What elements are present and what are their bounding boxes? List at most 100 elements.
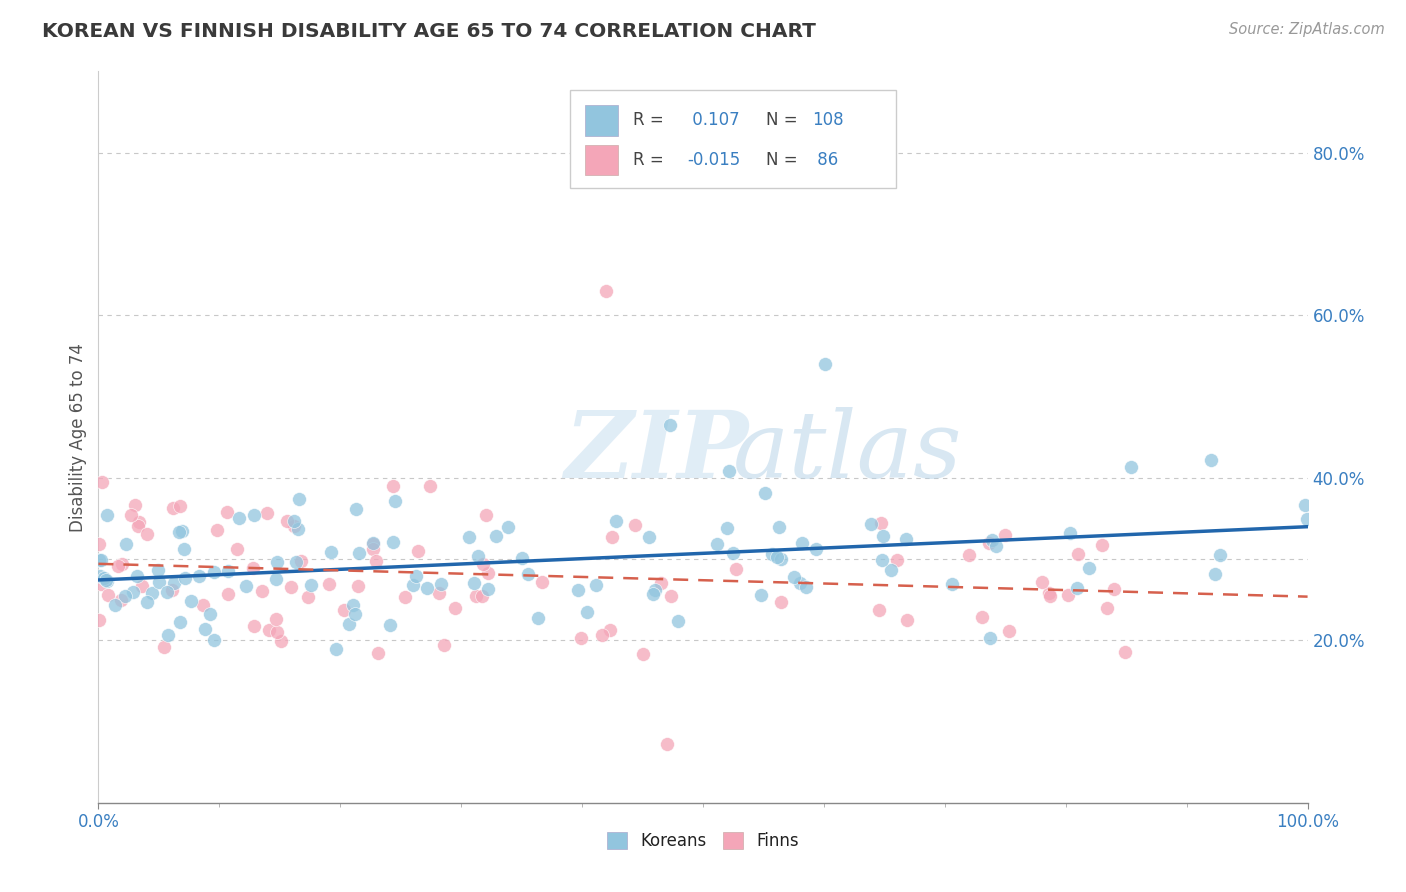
Point [96, 508, 118, 522]
Point [363, 537, 385, 551]
Point [243, 508, 266, 523]
Point [419, 478, 441, 492]
Point [723, 545, 745, 559]
Point [235, 579, 257, 593]
Point [644, 582, 666, 597]
Point [170, 524, 193, 538]
Point [344, 502, 367, 516]
Point [896, 532, 918, 546]
Point [290, 554, 312, 568]
Point [266, 624, 288, 639]
Point [87, 613, 110, 627]
Point [970, 610, 993, 624]
Point [187, 569, 209, 583]
Point [768, 519, 790, 533]
Point [299, 578, 322, 592]
Point [283, 519, 305, 533]
Point [510, 551, 533, 566]
Point [886, 553, 908, 567]
Point [433, 638, 456, 652]
Point [766, 549, 789, 564]
Point [217, 505, 239, 519]
Point [1204, 567, 1226, 582]
Point [457, 530, 479, 544]
Point [1294, 499, 1316, 513]
Point [569, 632, 592, 646]
Point [444, 601, 467, 615]
Point [256, 506, 278, 520]
Point [264, 612, 287, 626]
Point [127, 519, 149, 533]
Point [659, 589, 682, 603]
Point [162, 501, 184, 516]
Y-axis label: Disability Age 65 to 74: Disability Age 65 to 74 [69, 343, 87, 532]
Point [96, 573, 118, 587]
Point [343, 607, 366, 621]
Point [770, 552, 793, 566]
Point [270, 634, 292, 648]
Point [471, 589, 494, 603]
Point [475, 508, 498, 523]
Point [496, 520, 519, 534]
Point [332, 603, 354, 617]
Point [790, 536, 813, 550]
Point [107, 558, 129, 573]
Point [361, 541, 384, 556]
Point [384, 494, 406, 508]
Legend: Koreans, Finns: Koreans, Finns [600, 825, 806, 856]
Point [90, 553, 112, 567]
Point [91, 475, 114, 489]
Point [1102, 582, 1125, 596]
Point [957, 548, 980, 562]
Point [90, 577, 112, 591]
Point [347, 579, 370, 593]
Point [585, 578, 607, 592]
Point [173, 541, 195, 556]
Point [806, 542, 828, 557]
Point [605, 514, 627, 528]
Point [131, 579, 153, 593]
Text: 108: 108 [811, 112, 844, 129]
Point [984, 540, 1007, 554]
Point [484, 529, 506, 543]
Point [994, 528, 1017, 542]
Point [880, 562, 903, 576]
Point [430, 577, 453, 591]
Point [367, 646, 389, 660]
Point [641, 587, 664, 601]
Point [217, 564, 239, 578]
Point [1295, 512, 1317, 526]
Point [870, 516, 893, 531]
Point [297, 590, 319, 604]
Point [96, 574, 118, 589]
Point [724, 562, 747, 576]
Text: -0.015: -0.015 [688, 151, 741, 169]
Point [1095, 601, 1118, 615]
Point [198, 607, 221, 621]
Point [93, 571, 115, 585]
Point [135, 526, 157, 541]
Point [575, 605, 598, 619]
Point [602, 530, 624, 544]
Point [770, 595, 793, 609]
Point [706, 536, 728, 550]
Point [217, 587, 239, 601]
Point [325, 641, 347, 656]
Point [896, 613, 918, 627]
Point [287, 522, 309, 536]
Point [998, 624, 1021, 638]
Point [284, 555, 307, 569]
Point [1066, 581, 1088, 595]
Point [319, 545, 342, 559]
Point [941, 577, 963, 591]
Point [567, 583, 589, 598]
Point [120, 508, 142, 522]
Point [89, 553, 111, 567]
Text: R =: R = [633, 112, 664, 129]
Point [1119, 459, 1142, 474]
Point [761, 547, 783, 561]
Point [193, 599, 215, 613]
Point [111, 557, 134, 571]
Point [595, 284, 617, 298]
Text: N =: N = [766, 112, 797, 129]
